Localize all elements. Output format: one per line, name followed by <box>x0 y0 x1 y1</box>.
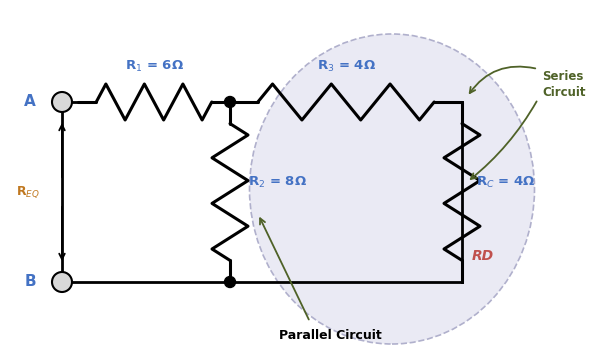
Text: R$_3$ = 4Ω: R$_3$ = 4Ω <box>316 59 376 74</box>
Circle shape <box>52 272 72 292</box>
Text: RD: RD <box>472 249 494 263</box>
Ellipse shape <box>249 34 535 344</box>
Circle shape <box>52 92 72 112</box>
Text: B: B <box>24 274 36 290</box>
Text: R$_2$ = 8Ω: R$_2$ = 8Ω <box>248 175 307 189</box>
Text: Parallel Circuit: Parallel Circuit <box>278 329 381 342</box>
Circle shape <box>225 97 236 108</box>
Text: A: A <box>24 95 36 109</box>
Text: R$_{EQ}$: R$_{EQ}$ <box>16 184 40 200</box>
Text: R$_C$ = 4Ω: R$_C$ = 4Ω <box>476 175 536 189</box>
Text: Series
Circuit: Series Circuit <box>542 69 585 98</box>
Text: R$_1$ = 6Ω: R$_1$ = 6Ω <box>124 59 184 74</box>
Circle shape <box>225 276 236 287</box>
